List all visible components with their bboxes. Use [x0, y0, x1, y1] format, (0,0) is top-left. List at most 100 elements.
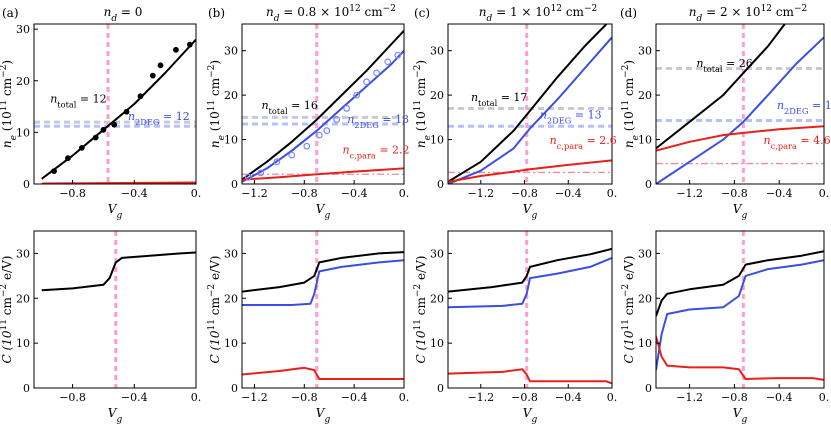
- scatter-point: [273, 158, 281, 166]
- y-tick-label: 30: [16, 247, 30, 260]
- scatter-point: [51, 168, 57, 174]
- y-tick-label: 0: [231, 178, 238, 191]
- y-tick-label: 10: [16, 337, 30, 350]
- plot-area: [448, 231, 612, 388]
- y-tick-label: 10: [430, 134, 444, 147]
- y-tick-label: 0: [23, 178, 30, 191]
- axes-frame: [655, 23, 825, 185]
- series-total: [41, 251, 196, 292]
- scatter-point: [65, 155, 71, 162]
- x-tick-label: −1.2: [467, 391, 494, 404]
- y-axis-label: C (1011 cm−2 e/V): [413, 256, 428, 364]
- y-axis-label: C (1011 cm−2 e/V): [207, 256, 222, 364]
- series-para: [448, 368, 612, 385]
- annotation-para: nc,para = 2.2: [342, 144, 409, 161]
- scatter-point: [353, 91, 361, 99]
- annotation-para: nc,para = 4.6: [764, 134, 831, 151]
- x-tick-label: −0.4: [121, 391, 148, 404]
- x-axis-label: Vg: [523, 406, 538, 425]
- x-tick-label: −1.2: [676, 391, 703, 404]
- series-total: [656, 250, 824, 317]
- y-tick-label: 0: [23, 382, 30, 395]
- x-tick-label: 0.: [819, 187, 830, 200]
- annotation-total: ntotal = 16: [261, 99, 317, 116]
- annotation-total: ntotal = 17: [471, 91, 527, 108]
- x-tick-label: −0.8: [511, 187, 538, 200]
- scatter-point: [78, 144, 85, 151]
- scatter-point: [315, 131, 323, 139]
- x-tick-label: −0.8: [59, 391, 86, 404]
- scatter-point: [303, 142, 311, 150]
- panel-top-1: −0.8 −0.4 0. 0 10 20 30 Vg ne (1011 cm−2) nd = 0 n…: [0, 5, 201, 221]
- panel-top-2: −1.2 −0.8 −0.4 0. 0 10 20 30 Vg ne (1011 cm−2) nd …: [207, 4, 410, 221]
- y-tick-label: 30: [638, 45, 652, 58]
- scatter-point: [111, 121, 118, 128]
- panel-top-4: −1.2 −0.8 −0.4 0. 0 10 20 30 Vg ne (1011 cm−2) nd …: [621, 4, 831, 221]
- y-tick-label: 20: [638, 292, 652, 305]
- scatter-point: [173, 46, 179, 53]
- x-axis-label: Vg: [108, 202, 123, 221]
- panel-label: (c): [414, 6, 430, 20]
- series-two_deg: [656, 259, 824, 371]
- x-tick-label: −1.2: [241, 391, 268, 404]
- x-tick-label: −0.8: [291, 187, 318, 200]
- x-tick-label: −0.8: [59, 187, 86, 200]
- scatter-point: [363, 78, 371, 86]
- panel-bottom-1: −0.8 −0.4 0. 0 10 20 30 Vg C (1011 cm−2 e/V): [0, 230, 202, 425]
- y-tick-label: 10: [638, 337, 652, 350]
- x-tick-label: −0.8: [511, 391, 538, 404]
- panel-label: (d): [620, 6, 637, 20]
- x-axis-label: Vg: [108, 406, 123, 425]
- series-two_deg: [448, 36, 612, 184]
- y-tick-label: 10: [16, 126, 30, 139]
- x-tick-label: −0.8: [291, 391, 318, 404]
- x-tick-label: −0.8: [721, 391, 748, 404]
- y-tick-label: 20: [638, 89, 652, 102]
- x-tick-label: 0.: [819, 391, 830, 404]
- y-tick-label: 10: [224, 337, 238, 350]
- series-total: [242, 251, 404, 293]
- plot-area: [656, 24, 824, 184]
- axes-frame: [33, 230, 197, 389]
- x-axis-label: Vg: [523, 202, 538, 221]
- series-para: [448, 159, 612, 183]
- x-axis-label: Vg: [733, 202, 748, 221]
- y-axis-label: ne (1011 cm−2): [621, 60, 641, 148]
- annotation-total: ntotal = 26: [696, 57, 752, 74]
- panel-top-3: −1.2 −0.8 −0.4 0. 0 10 20 30 Vg ne (1011 cm−2) nd …: [413, 4, 617, 221]
- y-tick-label: 30: [224, 247, 238, 260]
- y-tick-label: 30: [224, 45, 238, 58]
- scatter-point: [288, 151, 296, 159]
- annotation-two_deg: n2DEG = 13: [540, 108, 602, 125]
- y-tick-label: 20: [224, 89, 238, 102]
- scatter-point: [137, 93, 144, 100]
- panel-bottom-2: −1.2 −0.8 −0.4 0. 0 10 20 30 Vg C (1011 cm−2 e/V): [207, 230, 409, 425]
- scatter-point: [244, 173, 252, 181]
- panel-title: nd = 2 × 1012 cm−2: [689, 4, 807, 24]
- plot-area: [34, 24, 196, 184]
- y-axis-label: ne (1011 cm−2): [0, 60, 19, 148]
- axes-frame: [447, 230, 613, 389]
- series-two_deg: [242, 50, 404, 183]
- annotation-total: ntotal = 12: [50, 92, 106, 109]
- annotation-two_deg: n2DEG = 12: [128, 110, 190, 127]
- x-tick-label: −0.4: [555, 391, 582, 404]
- series-total: [448, 247, 612, 293]
- series-two_deg: [656, 36, 824, 184]
- annotation-two_deg: n2DEG = 14: [777, 99, 831, 116]
- axes-frame: [241, 23, 405, 185]
- scatter-point: [333, 116, 341, 123]
- x-tick-label: 0.: [607, 187, 618, 200]
- scatter-point: [373, 69, 380, 77]
- panel-title: nd = 1 × 1012 cm−2: [479, 4, 597, 24]
- x-tick-label: −1.2: [676, 187, 703, 200]
- series-para: [656, 336, 824, 381]
- plot-area: [242, 231, 404, 388]
- panel-label: (a): [2, 6, 19, 20]
- scatter-point: [92, 134, 99, 141]
- x-tick-label: 0.: [191, 391, 202, 404]
- scatter-point: [384, 58, 392, 66]
- annotation-two_deg: n2DEG = 13: [347, 113, 409, 130]
- y-tick-label: 0: [645, 382, 652, 395]
